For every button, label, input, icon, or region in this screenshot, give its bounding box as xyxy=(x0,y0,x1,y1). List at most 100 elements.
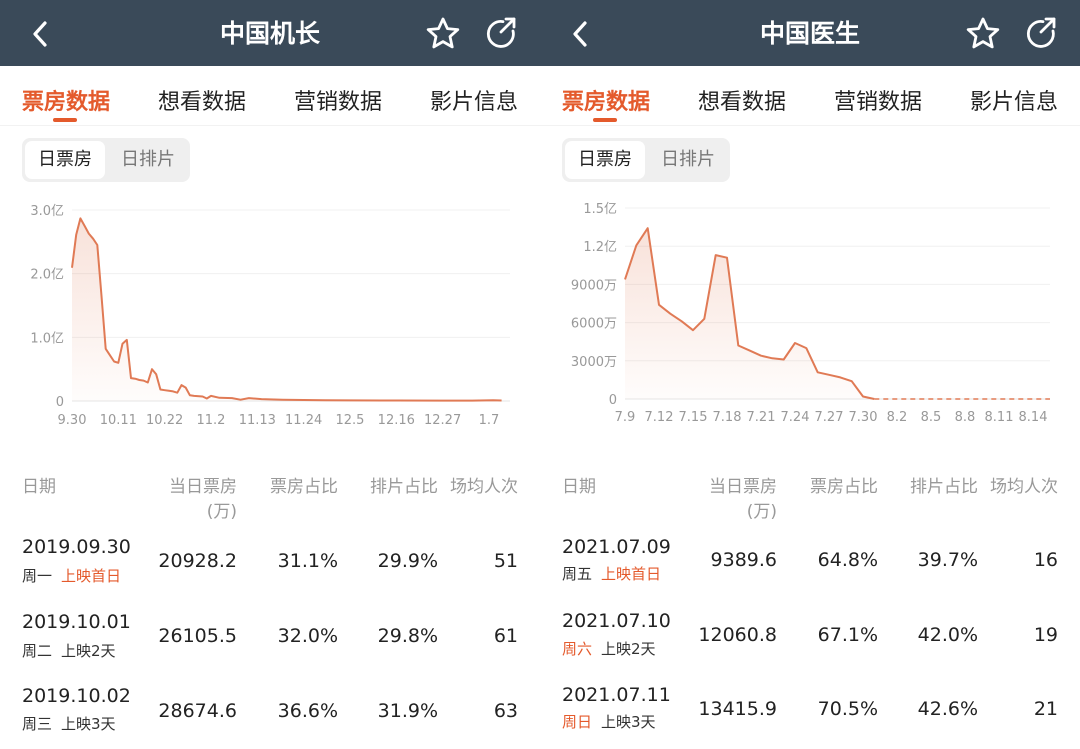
tab-box-office[interactable]: 票房数据 xyxy=(562,90,651,115)
row-box: 28674.6 xyxy=(158,700,237,722)
x-tick-label: 9.30 xyxy=(58,413,87,428)
x-tick-label: 8.14 xyxy=(1019,410,1048,425)
row-box: 26105.5 xyxy=(158,625,237,647)
x-tick-label: 7.30 xyxy=(849,410,878,425)
tab-film-info[interactable]: 影片信息 xyxy=(430,90,519,115)
tab-indicator xyxy=(593,118,617,122)
x-tick-label: 8.8 xyxy=(955,410,976,425)
y-tick-label: 2.0亿 xyxy=(30,268,64,283)
row-date: 2019.09.30 xyxy=(22,536,131,558)
row-avg: 51 xyxy=(493,550,518,572)
tab-want-to-see[interactable]: 想看数据 xyxy=(698,90,787,115)
tab-want-to-see[interactable]: 想看数据 xyxy=(158,90,247,115)
x-tick-label: 7.9 xyxy=(615,410,636,425)
y-tick-label: 1.0亿 xyxy=(30,331,64,346)
x-tick-label: 1.7 xyxy=(479,413,500,428)
x-tick-label: 7.15 xyxy=(679,410,708,425)
box-office-chart: 0 1.0亿 2.0亿 3.0亿 9.30 10.11 10.22 11.2 11.13 11.2… xyxy=(30,204,510,428)
share-icon[interactable] xyxy=(483,16,519,52)
x-tick-label: 7.18 xyxy=(713,410,742,425)
y-tick-label: 6000万 xyxy=(571,317,617,332)
tab-marketing[interactable]: 营销数据 xyxy=(294,90,383,115)
row-avg: 19 xyxy=(1033,624,1058,646)
x-tick-label: 11.13 xyxy=(239,413,276,428)
col-header-show-share: 排片占比 xyxy=(370,477,438,497)
col-header-box: 当日票房 xyxy=(709,477,777,497)
page-title: 中国机长 xyxy=(219,19,320,48)
tab-bar: 票房数据 想看数据 营销数据 影片信息 xyxy=(0,66,540,126)
row-avg: 63 xyxy=(493,700,518,722)
x-tick-label: 7.24 xyxy=(781,410,810,425)
series-area xyxy=(72,218,502,401)
row-date: 2021.07.09 xyxy=(562,536,671,558)
row-weekday: 周日 xyxy=(562,713,593,731)
x-tick-label: 12.27 xyxy=(424,413,461,428)
x-tick-label: 11.24 xyxy=(285,413,322,428)
tab-box-office[interactable]: 票房数据 xyxy=(22,90,111,115)
row-release-day: 上映2天 xyxy=(61,642,116,660)
row-box-share: 32.0% xyxy=(277,625,338,647)
y-tick-label: 0 xyxy=(609,393,617,408)
x-tick-label: 12.16 xyxy=(378,413,415,428)
series-line xyxy=(71,217,502,402)
row-avg: 16 xyxy=(1033,549,1058,571)
segment-daily-box-office[interactable]: 日票房 xyxy=(25,141,105,179)
nav-header: 中国机长 xyxy=(0,0,540,66)
x-tick-label: 7.21 xyxy=(747,410,776,425)
segment-control: 日票房 日排片 xyxy=(22,138,190,182)
row-box-share: 36.6% xyxy=(277,700,338,722)
row-weekday: 周一 xyxy=(22,567,53,585)
row-release-day: 上映2天 xyxy=(601,640,656,658)
row-box: 13415.9 xyxy=(698,698,777,720)
col-header-avg-attendance: 场均人次 xyxy=(450,477,518,497)
x-tick-label: 8.5 xyxy=(921,410,942,425)
series-line xyxy=(624,227,875,400)
row-avg: 21 xyxy=(1033,698,1058,720)
row-release-day: 上映首日 xyxy=(61,567,122,585)
tab-indicator xyxy=(53,118,77,122)
y-tick-label: 3000万 xyxy=(571,355,617,370)
row-date: 2019.10.01 xyxy=(22,611,131,633)
col-header-box-unit: (万) xyxy=(746,502,777,522)
row-show-share: 42.0% xyxy=(917,624,978,646)
row-date: 2021.07.11 xyxy=(562,684,671,706)
share-icon[interactable] xyxy=(1023,16,1059,52)
tab-marketing[interactable]: 营销数据 xyxy=(834,90,923,115)
x-tick-label: 8.11 xyxy=(985,410,1014,425)
row-box-share: 31.1% xyxy=(277,550,338,572)
chevron-left-icon[interactable] xyxy=(564,14,598,54)
tab-film-info[interactable]: 影片信息 xyxy=(970,90,1059,115)
segment-daily-schedule[interactable]: 日排片 xyxy=(661,149,715,170)
col-header-box-unit: (万) xyxy=(206,502,237,522)
row-show-share: 29.8% xyxy=(377,625,438,647)
row-weekday: 周三 xyxy=(22,715,53,733)
x-tick-label: 7.27 xyxy=(815,410,844,425)
series-area xyxy=(625,228,875,399)
segment-daily-box-office[interactable]: 日票房 xyxy=(565,141,645,179)
segment-daily-schedule[interactable]: 日排片 xyxy=(121,149,175,170)
y-tick-label: 9000万 xyxy=(571,278,617,293)
y-tick-label: 3.0亿 xyxy=(30,204,64,219)
row-show-share: 39.7% xyxy=(917,549,978,571)
chevron-left-icon[interactable] xyxy=(24,14,58,54)
x-tick-label: 11.2 xyxy=(197,413,226,428)
col-header-box-share: 票房占比 xyxy=(810,477,878,497)
movie-panel-right: 中国医生 票房数据 想看数据 营销数据 影片信息 日票房 日排片 0 3000万 6… xyxy=(540,0,1080,749)
row-weekday: 周五 xyxy=(562,565,593,583)
col-header-box: 当日票房 xyxy=(169,477,237,497)
row-show-share: 31.9% xyxy=(377,700,438,722)
y-tick-label: 0 xyxy=(56,395,64,410)
row-box-share: 64.8% xyxy=(817,549,878,571)
row-date: 2021.07.10 xyxy=(562,610,671,632)
star-icon[interactable] xyxy=(965,16,1001,52)
x-tick-label: 12.5 xyxy=(335,413,364,428)
row-avg: 61 xyxy=(493,625,518,647)
star-icon[interactable] xyxy=(425,16,461,52)
y-tick-label: 1.5亿 xyxy=(583,202,617,217)
y-tick-label: 1.2亿 xyxy=(583,240,617,255)
movie-panel-left: 中国机长 票房数据 想看数据 营销数据 影片信息 日票房 日排片 0 1.0亿 2.… xyxy=(0,0,540,733)
box-office-chart: 0 3000万 6000万 9000万 1.2亿 1.5亿 7.9 7.12 7.15 7.18 7… xyxy=(571,202,1050,425)
row-show-share: 42.6% xyxy=(917,698,978,720)
col-header-box-share: 票房占比 xyxy=(270,477,338,497)
